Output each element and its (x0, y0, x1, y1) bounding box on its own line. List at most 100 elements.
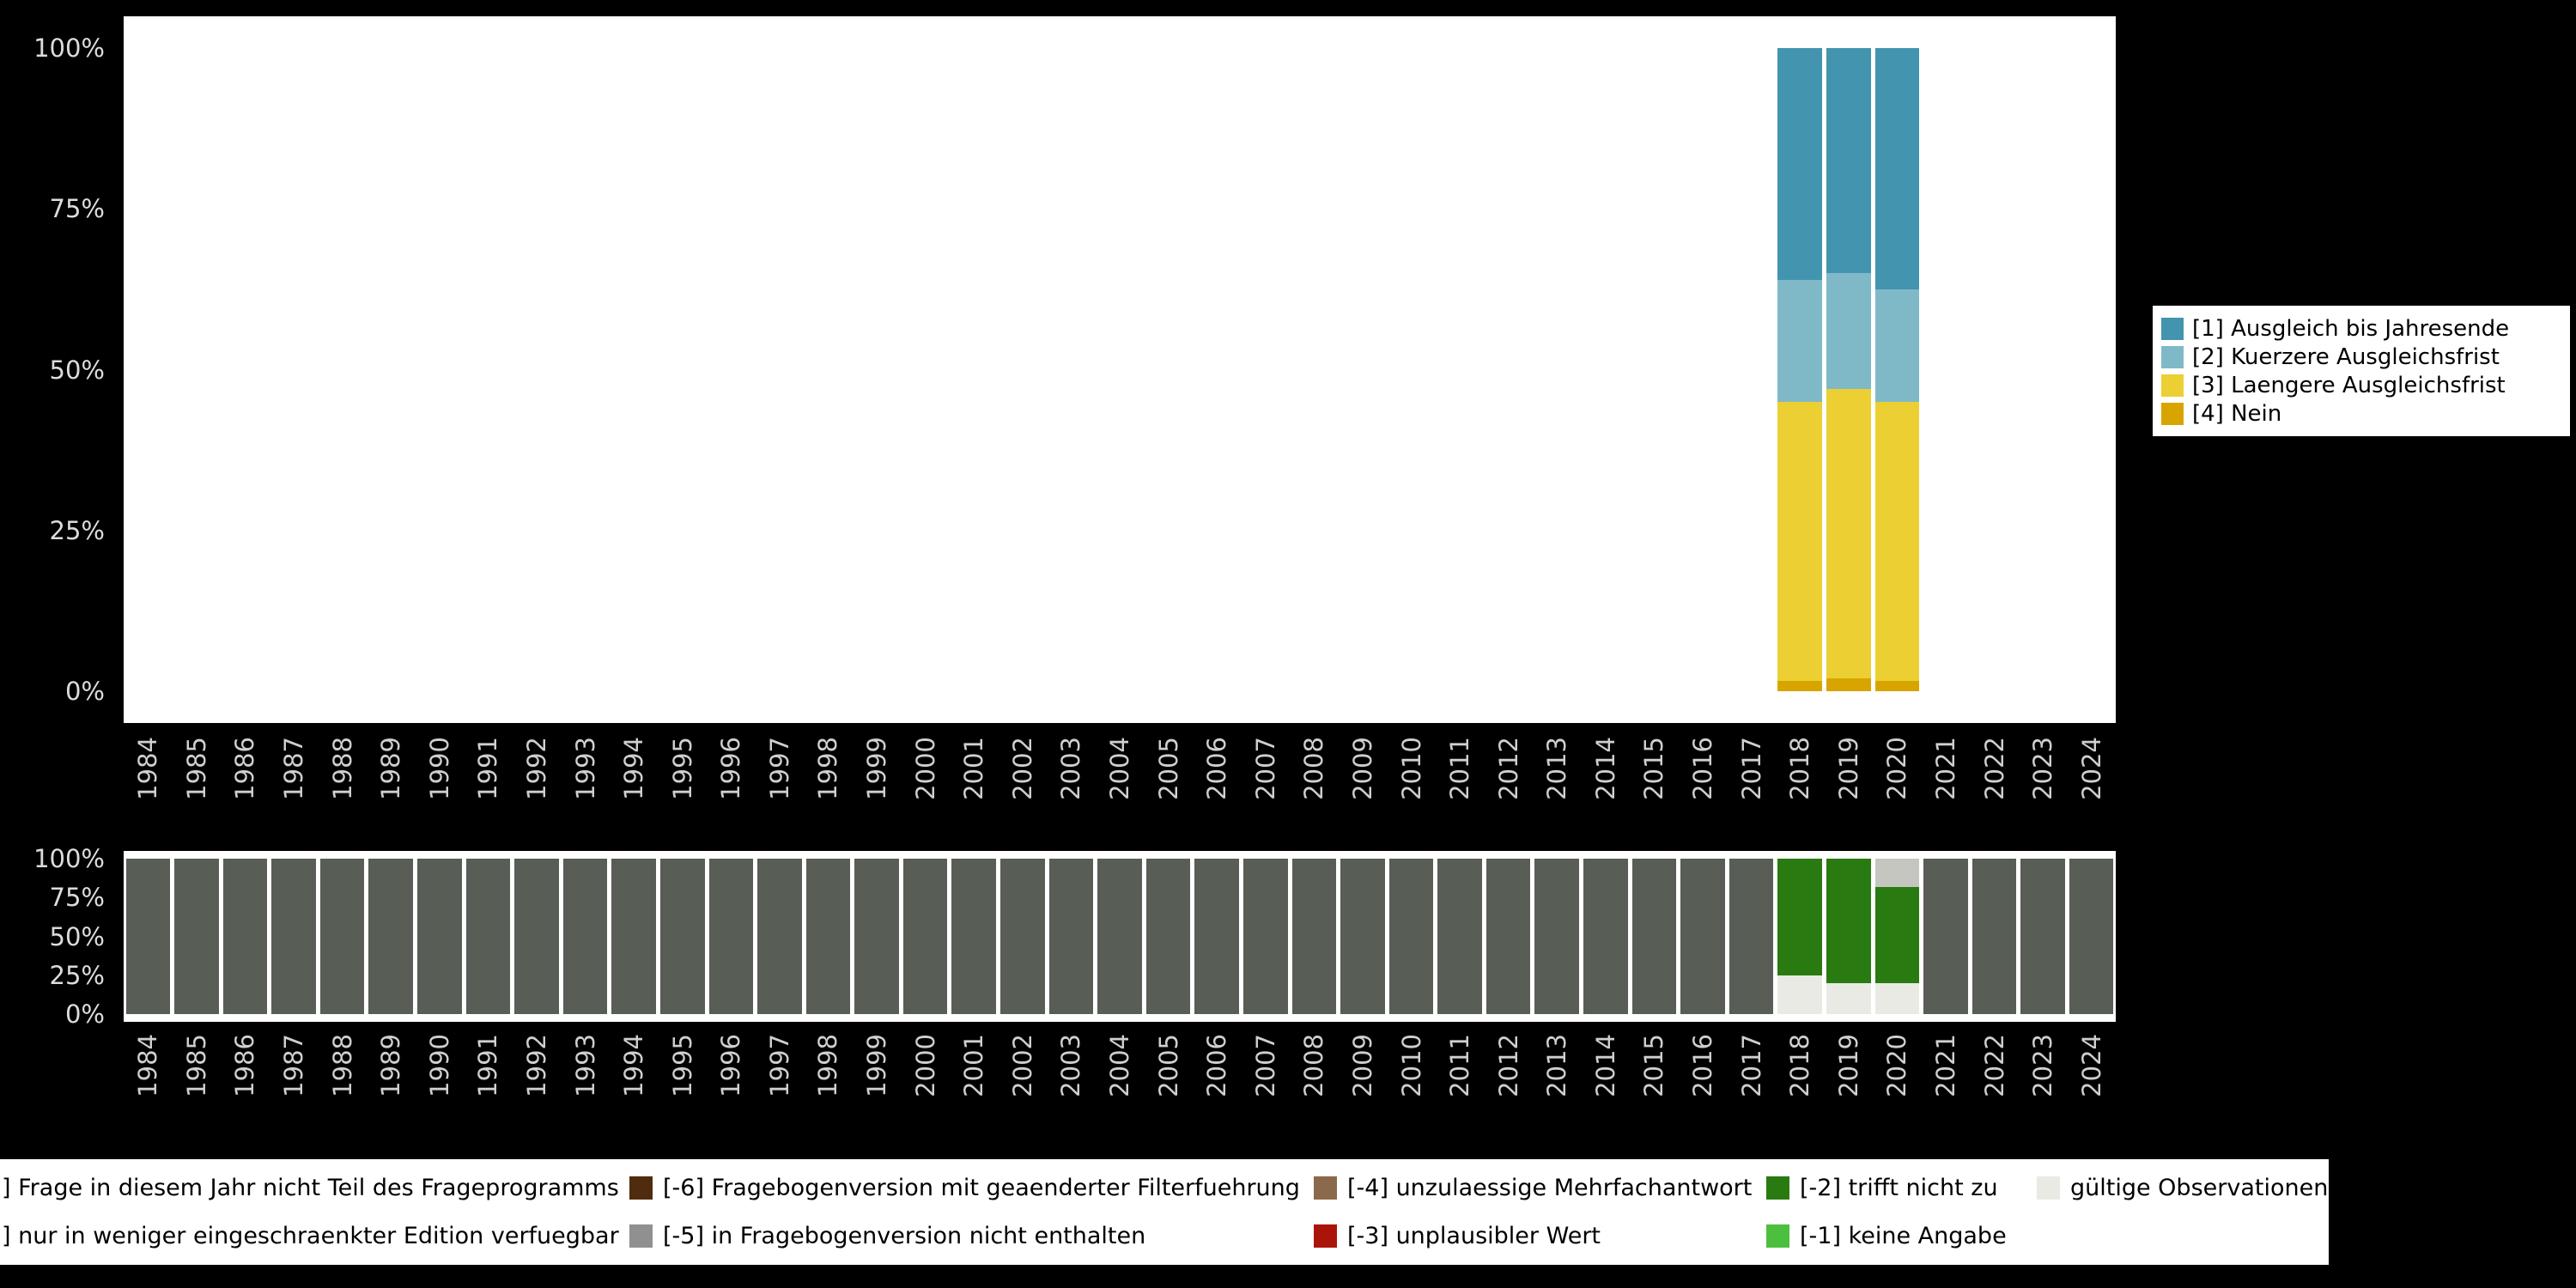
x-axis-tick-label: 1984 (133, 1034, 163, 1097)
legend-swatch (2037, 1176, 2060, 1200)
bar-segment (1534, 859, 1580, 1014)
x-axis-tick-label: 1985 (181, 1034, 211, 1097)
top-chart-legend: [1] Ausgleich bis Jahresende [2] Kuerzere… (2153, 306, 2570, 436)
legend-label: ] Frage in diesem Jahr nicht Teil des Fr… (2, 1174, 619, 1201)
bar-segment (902, 859, 948, 1014)
bar-segment (1874, 859, 1920, 887)
y-axis-tick-label: 25% (49, 960, 105, 990)
y-axis-tick-label: 50% (49, 921, 105, 951)
x-axis-tick-label: 2008 (1299, 737, 1329, 800)
x-axis-tick-label: 2012 (1493, 1034, 1523, 1097)
legend-swatch (2161, 374, 2184, 397)
x-axis-tick-label: 1993 (570, 1034, 600, 1097)
x-axis-tick-label: 1994 (619, 1034, 649, 1097)
x-axis-tick-label: 2008 (1299, 1034, 1329, 1097)
x-axis-tick-label: 2001 (959, 737, 989, 800)
bar-segment (757, 859, 802, 1014)
x-axis-tick-label: 2023 (2028, 1034, 2058, 1097)
missing-code-legend-item: gültige Observationen (2037, 1173, 2328, 1202)
x-axis-tick-label: 1994 (619, 737, 649, 800)
x-axis-tick-label: 2015 (1639, 737, 1669, 800)
bar-segment (1874, 48, 1920, 289)
bar-segment (1437, 859, 1482, 1014)
x-axis-tick-label: 1996 (716, 1034, 746, 1097)
x-axis-tick-label: 1991 (473, 1034, 503, 1097)
bar-segment (1728, 859, 1774, 1014)
bar-segment (1242, 859, 1288, 1014)
bar-segment (1777, 681, 1822, 691)
bar-segment (174, 859, 219, 1014)
legend-label: [2] Kuerzere Ausgleichsfrist (2192, 343, 2500, 370)
bar-segment (271, 859, 316, 1014)
missing-code-legend-item: [-6] Fragebogenversion mit geaenderter F… (629, 1173, 1300, 1202)
x-axis-tick-label: 1984 (133, 737, 163, 800)
x-axis-tick-label: 1998 (813, 1034, 843, 1097)
legend-label: [-1] keine Angabe (1800, 1222, 2007, 1249)
x-axis-tick-label: 2012 (1493, 737, 1523, 800)
bar-segment (514, 859, 559, 1014)
x-axis-tick-label: 2014 (1590, 737, 1620, 800)
x-axis-tick-label: 1985 (181, 737, 211, 800)
x-axis-tick-label: 2017 (1736, 1034, 1766, 1097)
bar-segment (562, 859, 608, 1014)
x-axis-tick-label: 2006 (1202, 737, 1232, 800)
legend-label: ] nur in weniger eingeschraenkter Editio… (2, 1222, 619, 1249)
x-axis-tick-label: 2011 (1445, 1034, 1475, 1097)
bar-segment (1485, 859, 1531, 1014)
x-axis-tick-label: 2000 (910, 1034, 940, 1097)
x-axis-tick-label: 2024 (2076, 1034, 2106, 1097)
x-axis-tick-label: 1998 (813, 737, 843, 800)
bar-segment (1971, 859, 2017, 1014)
bottom-chart-x-axis: 1984 1985 1986 1987 1988 1989 1990 1991 1992 1993… (124, 1029, 2116, 1130)
legend-item: [3] Laengere Ausgleichsfrist (2161, 371, 2563, 399)
x-axis-tick-label: 2001 (959, 1034, 989, 1097)
bar-segment (319, 859, 365, 1014)
x-axis-tick-label: 1989 (376, 1034, 406, 1097)
x-axis-tick-label: 2006 (1202, 1034, 1232, 1097)
bar-segment (1777, 279, 1822, 402)
bar-segment (1874, 982, 1920, 1014)
legend-item: [1] Ausgleich bis Jahresende (2161, 314, 2563, 343)
legend-label: [-3] unplausibler Wert (1347, 1222, 1601, 1249)
bar-segment (1388, 859, 1434, 1014)
y-axis-tick-label: 100% (33, 844, 105, 874)
bar-segment (2020, 859, 2065, 1014)
x-axis-tick-label: 2007 (1250, 737, 1280, 800)
bar-segment (1000, 859, 1045, 1014)
bar-segment (125, 859, 171, 1014)
x-axis-tick-label: 2016 (1688, 1034, 1718, 1097)
bar-segment (1777, 401, 1822, 682)
y-axis-tick-label: 75% (49, 883, 105, 913)
x-axis-tick-label: 2017 (1736, 737, 1766, 800)
x-axis-tick-label: 1988 (327, 737, 357, 800)
x-axis-tick-label: 2002 (1007, 1034, 1037, 1097)
x-axis-tick-label: 2015 (1639, 1034, 1669, 1097)
x-axis-tick-label: 1992 (521, 737, 551, 800)
x-axis-tick-label: 1992 (521, 1034, 551, 1097)
x-axis-tick-label: 1987 (279, 1034, 309, 1097)
bar-segment (659, 859, 705, 1014)
bar-segment (708, 859, 754, 1014)
x-axis-tick-label: 1995 (667, 737, 697, 800)
x-axis-tick-label: 2013 (1542, 1034, 1572, 1097)
x-axis-tick-label: 2005 (1153, 1034, 1183, 1097)
top-chart-y-axis: 0% 25% 50% 75% 100% (0, 16, 113, 723)
legend-item: [2] Kuerzere Ausgleichsfrist (2161, 343, 2563, 371)
x-axis-tick-label: 1986 (230, 737, 260, 800)
legend-item: [4] Nein (2161, 399, 2563, 428)
x-axis-tick-label: 2019 (1833, 737, 1863, 800)
x-axis-tick-label: 2020 (1882, 1034, 1912, 1097)
bar-segment (1777, 48, 1822, 280)
legend-swatch (2161, 402, 2184, 425)
x-axis-tick-label: 2019 (1833, 1034, 1863, 1097)
x-axis-tick-label: 1989 (376, 737, 406, 800)
x-axis-tick-label: 1997 (764, 737, 794, 800)
y-axis-tick-label: 75% (49, 194, 105, 224)
y-axis-tick-label: 0% (64, 676, 105, 706)
bar-segment (854, 859, 899, 1014)
bar-segment (1826, 859, 1871, 983)
x-axis-tick-label: 1987 (279, 737, 309, 800)
bottom-chart-y-axis: 0% 25% 50% 75% 100% (0, 846, 113, 1027)
top-chart-x-axis: 1984 1985 1986 1987 1988 1989 1990 1991 1992 1993… (124, 732, 2116, 833)
